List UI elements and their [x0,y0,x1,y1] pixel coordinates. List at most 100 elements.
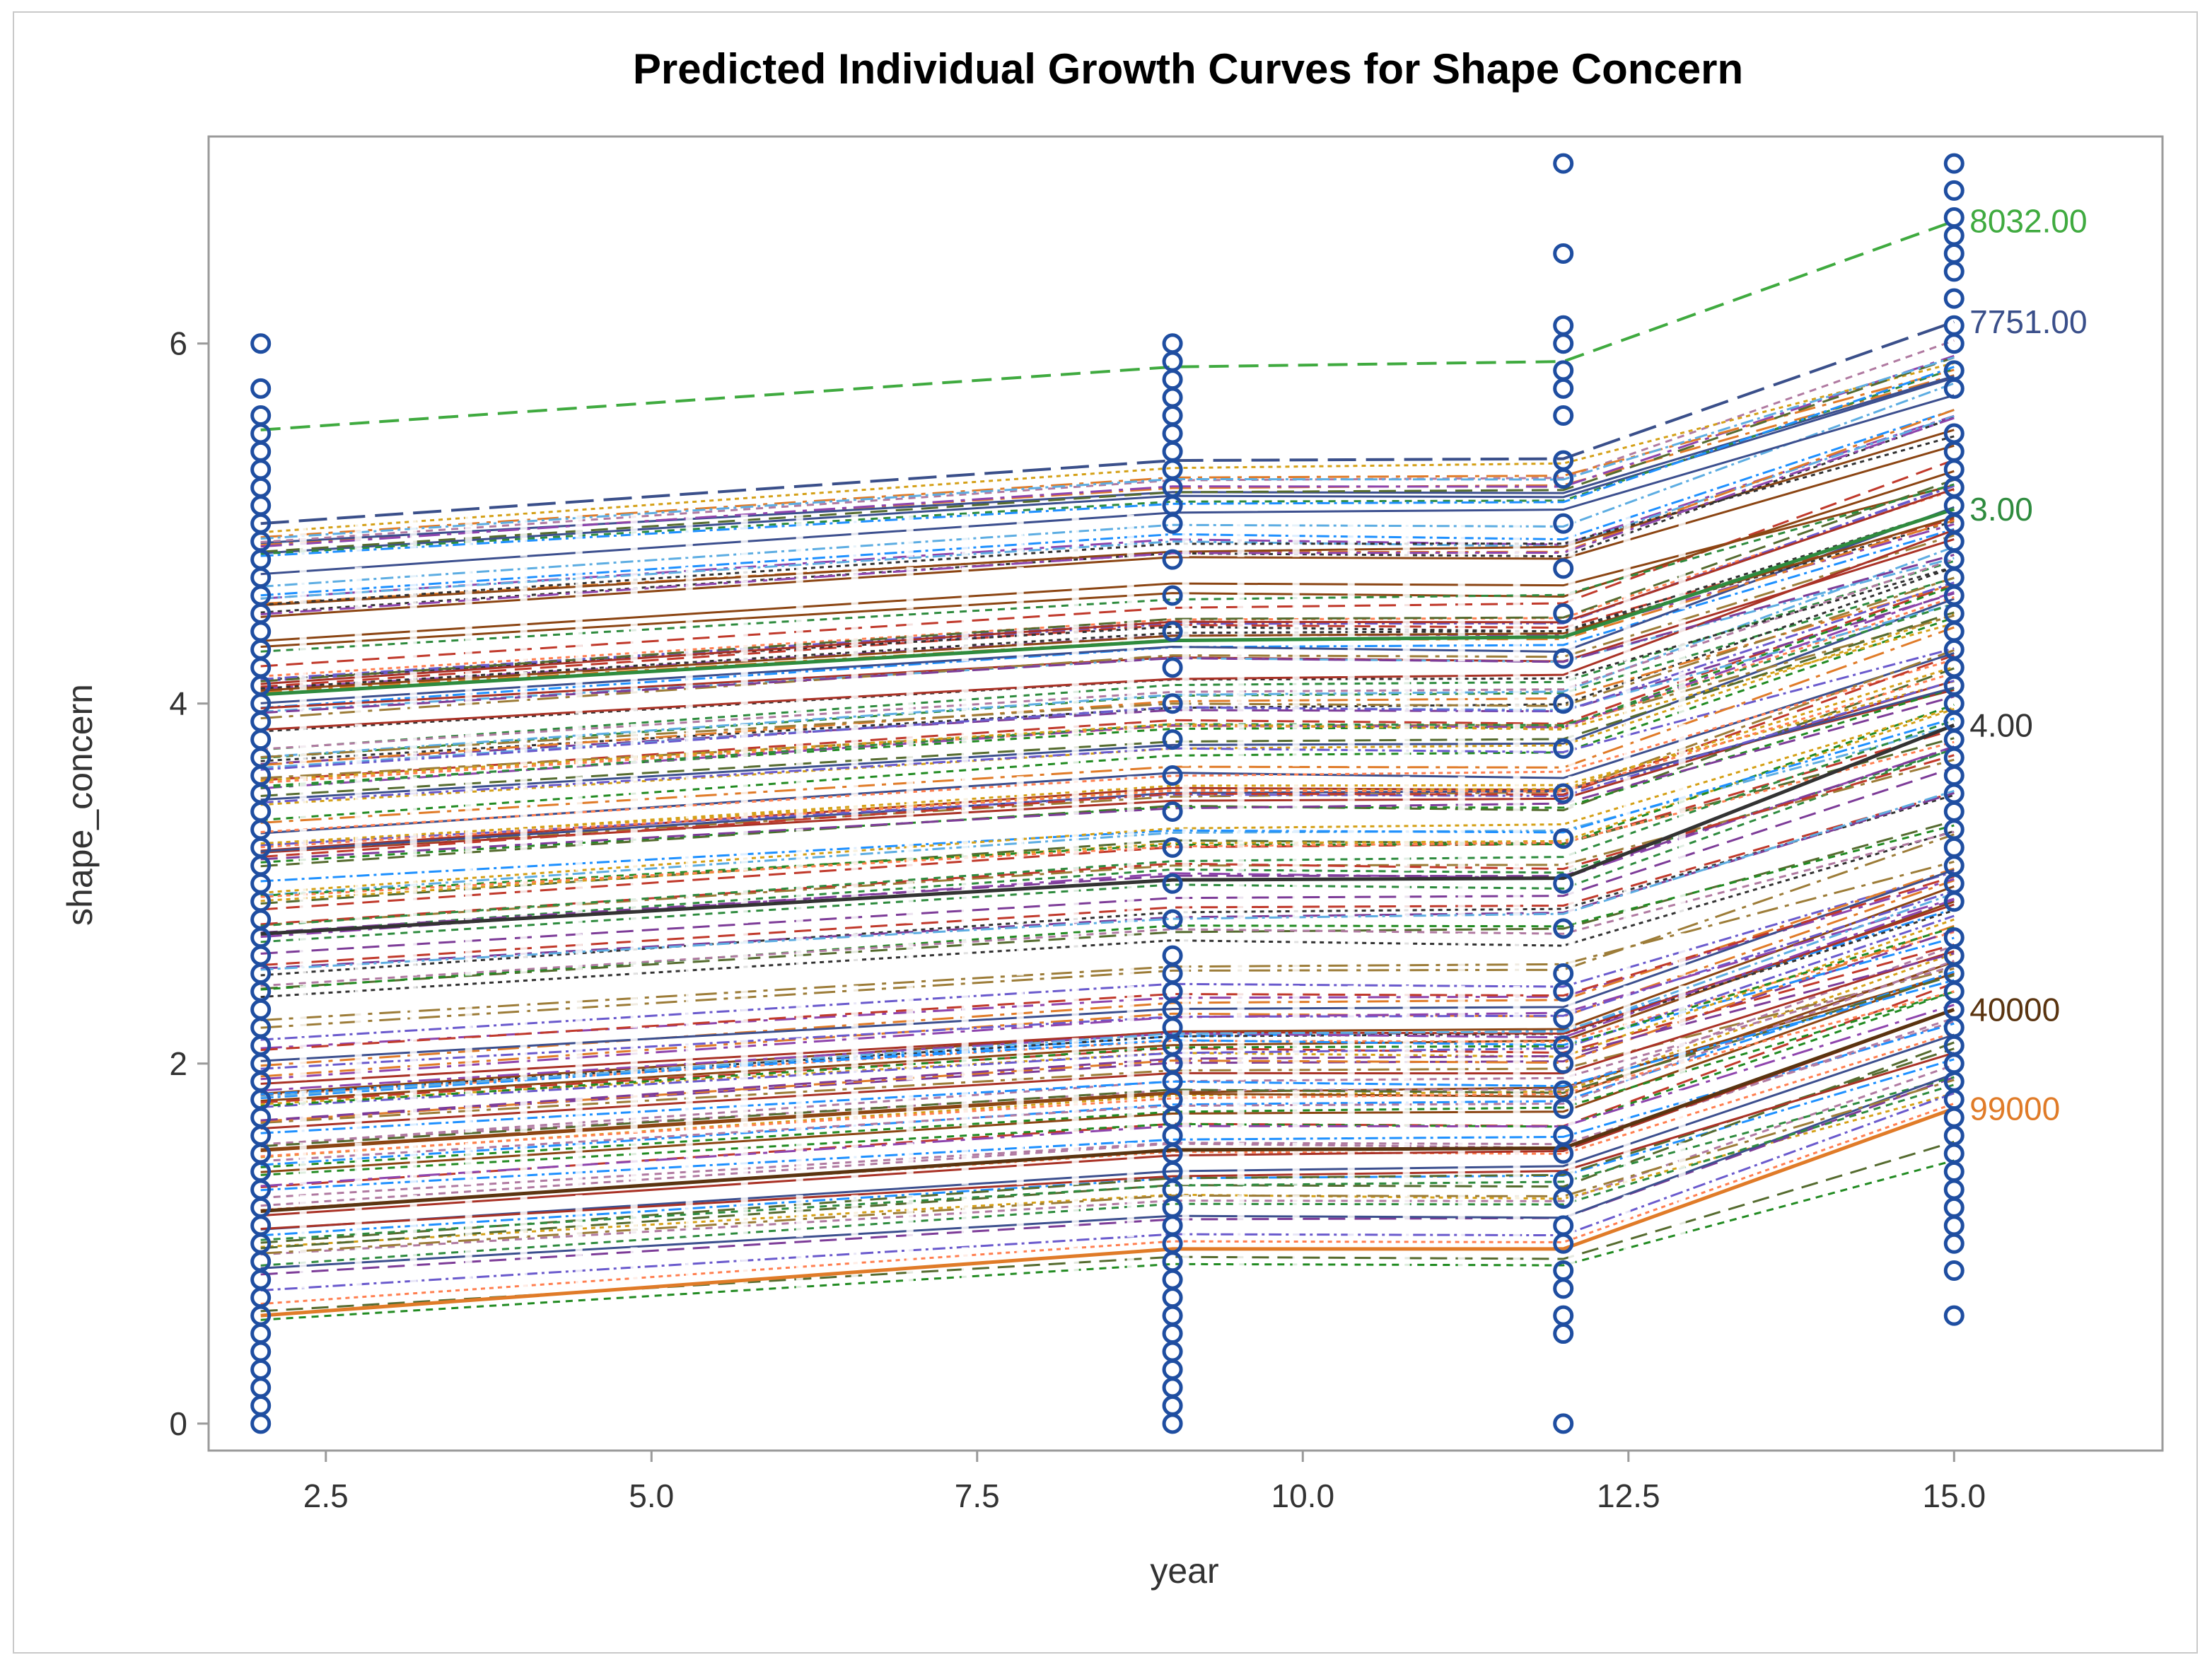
observed-point [1162,441,1183,462]
curve-end-label: 3.00 [1969,491,2033,528]
growth-curve [260,394,1955,576]
growth-curve [260,695,1955,861]
observed-point [250,441,272,462]
observed-point [1553,450,1574,471]
growth-curve [260,737,1955,905]
observed-point [250,729,272,750]
observed-point [1162,873,1183,894]
chart-title: Predicted Individual Growth Curves for S… [633,45,1743,93]
observed-point [1553,1323,1574,1344]
growth-curve [260,967,1955,1125]
growth-curve [260,979,1955,1134]
observed-point [250,477,272,498]
observed-point [250,819,272,840]
observed-point [250,1341,272,1362]
observed-point [250,837,272,858]
observed-point [1162,1305,1183,1326]
observed-point [1943,315,1964,336]
observed-point [1553,558,1574,579]
observed-point [1553,963,1574,984]
growth-curve [260,354,1955,548]
observed-point [250,711,272,732]
observed-point [1553,1260,1574,1281]
observed-point [1162,1395,1183,1416]
x-tick-label: 2.5 [303,1477,349,1514]
observed-point [1943,243,1964,264]
observed-point [1553,1215,1574,1236]
growth-curve [260,686,1955,853]
growth-curve [260,898,1955,1081]
observed-point [1943,495,1964,516]
growth-curve [260,626,1955,824]
x-tick-label: 15.0 [1923,1477,1986,1514]
observed-point [1943,837,1964,858]
growth-curve [260,1017,1955,1207]
observed-point [1162,387,1183,408]
growth-curve [260,375,1955,545]
growth-curve [260,754,1955,926]
y-tick-label: 4 [169,685,187,722]
observed-point [250,639,272,660]
growth-curve [260,1102,1955,1306]
growth-curve [260,566,1955,762]
observed-point [1162,1143,1183,1164]
growth-curve [260,1004,1955,1187]
growth-curve [260,1076,1955,1276]
observed-point [1943,1017,1964,1038]
observed-point [1553,1125,1574,1146]
growth-curve [260,367,1955,555]
growth-curve [260,366,1955,557]
growth-curve [260,470,1955,649]
growth-curve [260,368,1955,539]
growth-curve [260,965,1955,1146]
observed-point [1553,828,1574,849]
observed-point [1162,1251,1183,1272]
observed-point [1943,378,1964,399]
growth-curve [260,871,1955,1041]
highlighted-curve [260,1107,1955,1318]
observed-point [250,459,272,480]
observed-point [1162,1215,1183,1236]
growth-curve [260,483,1955,653]
growth-curve [260,791,1955,967]
growth-curve [260,1076,1955,1241]
observed-point [1943,1143,1964,1164]
observed-point [1943,1179,1964,1200]
observed-point [250,1125,272,1146]
growth-curve [260,554,1955,714]
highlighted-curve [260,723,1955,936]
growth-curve [260,1033,1955,1231]
growth-curve [260,583,1955,782]
growth-curve [260,924,1955,1123]
curve-end-label: 99000 [1969,1090,2060,1127]
observed-point [1553,360,1574,381]
observed-point [1553,513,1574,534]
x-tick-label: 10.0 [1271,1477,1335,1514]
observed-point [1162,801,1183,822]
observed-point [1943,729,1964,750]
growth-curve [260,860,1955,1022]
observed-point [1943,360,1964,381]
observed-point [250,1395,272,1416]
observed-point [1553,1170,1574,1191]
growth-curve [260,356,1955,540]
observed-point [250,567,272,588]
y-tick-label: 2 [169,1045,187,1082]
observed-point [1553,693,1574,714]
observed-point [1162,423,1183,444]
observed-point [1162,837,1183,858]
observed-point [1943,657,1964,678]
observed-point [1943,180,1964,201]
growth-curve [260,487,1955,685]
x-tick-label: 12.5 [1597,1477,1660,1514]
growth-curve [260,789,1955,971]
growth-curve [260,875,1955,1052]
growth-curve [260,1072,1955,1270]
growth-curve [260,867,1955,1067]
highlighted-curve [260,1008,1955,1213]
growth-curve [260,943,1955,1104]
curve-end-label: 40000 [1969,991,2060,1028]
growth-curve [260,890,1955,1070]
observed-point [250,999,272,1020]
observed-point [1943,441,1964,462]
